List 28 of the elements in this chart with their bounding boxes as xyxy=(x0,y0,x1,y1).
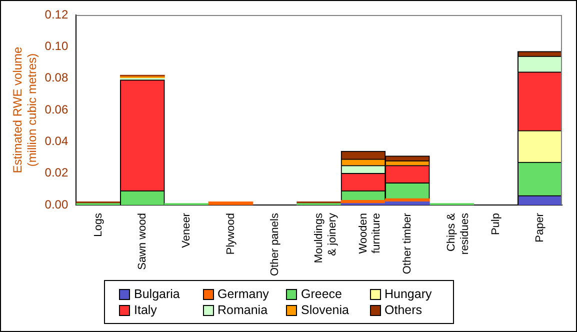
legend-label: Italy xyxy=(134,303,157,317)
x-tick-label: Paper xyxy=(534,212,546,242)
legend-label: Germany xyxy=(218,287,269,301)
y-tick-label: 0.04 xyxy=(44,134,68,148)
y-tick-label: 0.10 xyxy=(44,38,68,53)
y-tick-label: 0.12 xyxy=(44,7,68,22)
y-tick-label: 0.06 xyxy=(44,102,68,116)
bar xyxy=(208,202,254,206)
x-tick-label: Sawn wood xyxy=(136,213,148,270)
x-tick-label: Plywood xyxy=(224,213,237,255)
legend-label: Romania xyxy=(218,303,268,317)
x-tick-label: Other timber xyxy=(401,212,414,274)
legend-label: Slovenia xyxy=(301,303,349,317)
y-tick-label: 0.02 xyxy=(44,166,68,180)
x-tick-label: Pulp xyxy=(490,213,502,236)
legend-label: Others xyxy=(384,303,422,317)
x-tick-label: Wooden furniture xyxy=(357,213,382,254)
legend-label: Bulgaria xyxy=(134,287,180,301)
x-tick-label: Veneer xyxy=(180,212,193,248)
y-axis-title: Estimated RWE volume (million cubic metres) xyxy=(10,46,39,174)
x-tick-label: Mouldings & joinery xyxy=(313,212,338,264)
legend-label: Greece xyxy=(301,287,342,301)
x-tick-label: Chips & residues xyxy=(446,212,471,255)
x-tick-label: Other panels xyxy=(268,212,281,276)
legend-label: Hungary xyxy=(384,287,432,301)
x-tick-label: Logs xyxy=(92,212,104,237)
y-tick-label: 0.08 xyxy=(44,70,68,85)
y-tick-label: 0.00 xyxy=(44,197,68,212)
